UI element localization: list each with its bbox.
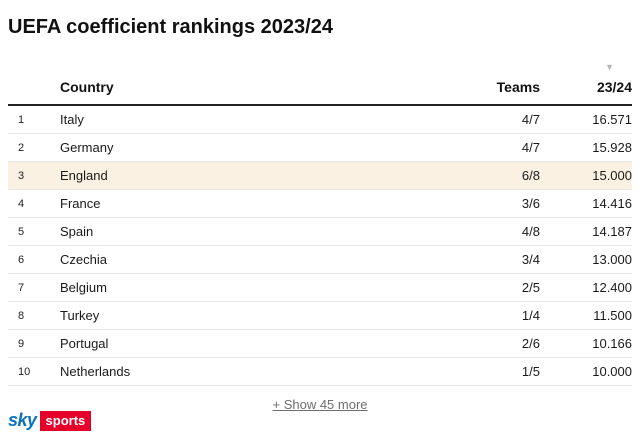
coefficient-cell: 13.000 — [540, 245, 632, 274]
table-header: Country Teams 23/24 — [8, 75, 632, 106]
rank-cell: 5 — [8, 217, 60, 246]
table-row: 2 Germany 4/7 15.928 — [8, 133, 632, 162]
table-body: 1 Italy 4/7 16.571 2 Germany 4/7 15.928 … — [8, 105, 632, 386]
rank-cell: 9 — [8, 329, 60, 358]
column-header-rank — [8, 75, 60, 106]
table-row: 6 Czechia 3/4 13.000 — [8, 245, 632, 274]
sort-descending-icon[interactable]: ▼ — [605, 62, 614, 72]
sky-sports-logo: sky sports — [8, 410, 92, 431]
country-cell: Belgium — [60, 273, 450, 302]
show-more-row: + Show 45 more — [8, 396, 632, 414]
coefficient-cell: 10.166 — [540, 329, 632, 358]
coefficient-cell: 14.187 — [540, 217, 632, 246]
sports-logo-text: sports — [39, 410, 92, 431]
teams-cell: 4/7 — [450, 133, 540, 162]
country-cell: Turkey — [60, 301, 450, 330]
column-header-teams[interactable]: Teams — [450, 75, 540, 106]
sky-logo-text: sky — [8, 410, 37, 430]
country-cell: England — [60, 161, 450, 190]
rank-cell: 8 — [8, 301, 60, 330]
coefficient-cell: 16.571 — [592, 112, 632, 127]
coefficient-cell: 10.000 — [540, 357, 632, 386]
teams-cell: 2/6 — [450, 329, 540, 358]
page-title: UEFA coefficient rankings 2023/24 — [8, 16, 333, 38]
coefficient-cell: 12.400 — [540, 273, 632, 302]
teams-cell: 1/4 — [450, 301, 540, 330]
coefficient-cell: 15.000 — [540, 161, 632, 190]
table-row: 5 Spain 4/8 14.187 — [8, 217, 632, 246]
rank-cell: 3 — [8, 161, 60, 190]
column-header-season[interactable]: 23/24 — [540, 75, 632, 106]
country-cell: Spain — [60, 217, 450, 246]
table-row: 7 Belgium 2/5 12.400 — [8, 273, 632, 302]
country-cell: France — [60, 189, 450, 218]
country-cell: Italy — [60, 112, 84, 127]
rank-cell: 10 — [8, 357, 60, 386]
teams-cell: 4/7 — [521, 112, 540, 127]
coefficient-cell: 15.928 — [540, 133, 632, 162]
rank-cell: 1 — [18, 113, 25, 126]
show-more-link[interactable]: + Show 45 more — [272, 397, 368, 412]
teams-cell: 4/8 — [450, 217, 540, 246]
table-row: 4 France 3/6 14.416 — [8, 189, 632, 218]
coefficient-cell: 14.416 — [540, 189, 632, 218]
rankings-table: Country Teams 23/24 1 Italy 4/7 16.571 2… — [8, 75, 632, 386]
table-row: 1 Italy 4/7 16.571 — [8, 105, 632, 134]
rank-cell: 2 — [8, 133, 60, 162]
teams-cell: 3/6 — [450, 189, 540, 218]
country-cell: Germany — [60, 133, 450, 162]
coefficient-cell: 11.500 — [540, 301, 632, 330]
table-row: 10 Netherlands 1/5 10.000 — [8, 357, 632, 386]
country-cell: Portugal — [60, 329, 450, 358]
table-row: 9 Portugal 2/6 10.166 — [8, 329, 632, 358]
country-cell: Netherlands — [60, 357, 450, 386]
rank-cell: 4 — [8, 189, 60, 218]
country-cell: Czechia — [60, 245, 450, 274]
teams-cell: 3/4 — [450, 245, 540, 274]
teams-cell: 6/8 — [450, 161, 540, 190]
rank-cell: 7 — [8, 273, 60, 302]
column-header-country[interactable]: Country — [60, 75, 450, 106]
rank-cell: 6 — [8, 245, 60, 274]
teams-cell: 1/5 — [450, 357, 540, 386]
teams-cell: 2/5 — [450, 273, 540, 302]
table-row: 3 England 6/8 15.000 — [8, 161, 632, 190]
sort-indicator-row: ▼ — [8, 61, 632, 73]
table-row: 8 Turkey 1/4 11.500 — [8, 301, 632, 330]
